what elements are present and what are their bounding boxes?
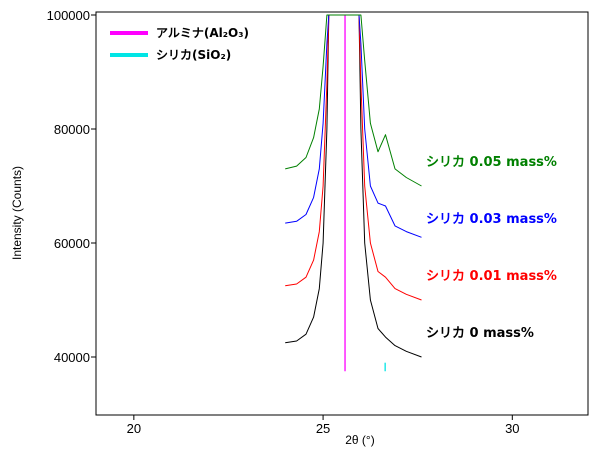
series-label: シリカ 0.05 mass% [426,155,557,170]
reference-lines [344,15,386,372]
series-lines [285,14,422,358]
x-tick-label: 25 [316,421,330,436]
y-axis-title: Intensity (Counts) [10,166,24,260]
y-tick-label: 80000 [54,122,90,137]
plot-area [95,11,589,416]
series-label: シリカ 0.01 mass% [426,269,557,284]
x-tick-label: 20 [127,421,141,436]
y-tick-label: 40000 [54,350,90,365]
x-tick-label: 30 [505,421,519,436]
series-label: シリカ 0.03 mass% [426,212,557,227]
legend-label: アルミナ(Al₂O₃) [156,26,249,40]
x-axis-title: 2θ (°) [345,433,374,447]
y-axis: 40000 60000 80000 100000 [47,8,96,365]
y-tick-label: 100000 [47,8,90,23]
legend-label: シリカ(SiO₂) [156,48,231,62]
series-labels: シリカ 0.05 mass% シリカ 0.03 mass% シリカ 0.01 mas… [426,155,557,341]
series-label: シリカ 0 mass% [426,326,534,341]
legend: アルミナ(Al₂O₃) シリカ(SiO₂) [110,26,249,62]
series-line [285,14,422,187]
x-axis: 20 25 30 [127,415,520,436]
y-tick-label: 60000 [54,236,90,251]
